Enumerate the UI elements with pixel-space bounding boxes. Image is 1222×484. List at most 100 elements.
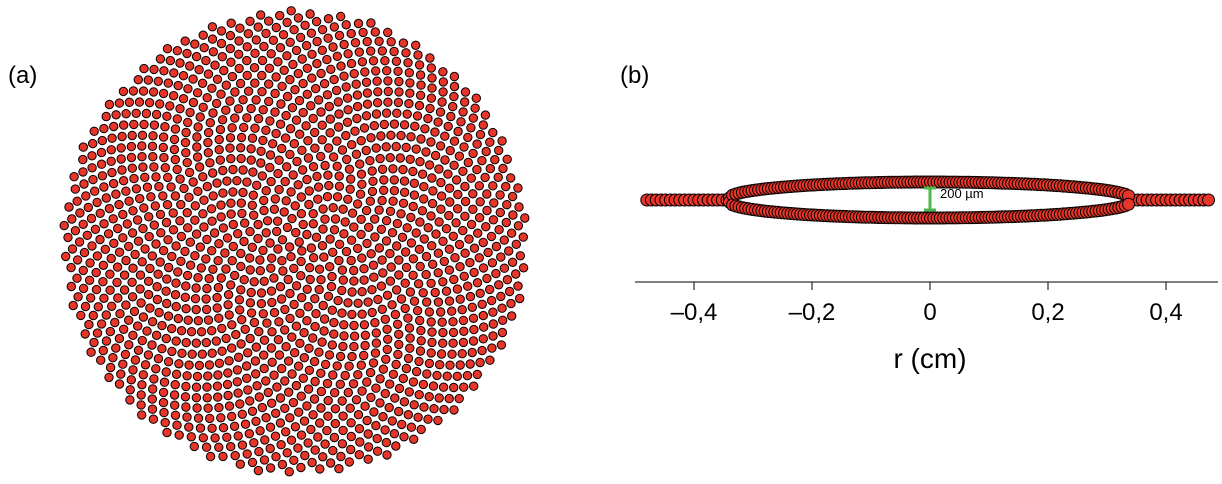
particle-point (365, 156, 375, 166)
particle-point (291, 45, 302, 56)
particle-point (299, 416, 310, 426)
particle-point (460, 181, 470, 192)
particle-point (160, 163, 171, 173)
particle-point (250, 356, 261, 366)
particle-point (171, 336, 181, 346)
particle-point (488, 331, 498, 341)
particle-point (332, 136, 342, 146)
particle-point (374, 243, 385, 253)
particle-point (265, 443, 275, 454)
particle-point (261, 125, 271, 136)
particle-point (267, 357, 277, 367)
particle-point (339, 331, 349, 341)
particle-point (447, 349, 457, 359)
particle-point (325, 234, 335, 244)
particle-point (360, 401, 370, 411)
particle-point (136, 400, 146, 410)
particle-point (216, 26, 227, 36)
particle-point (511, 269, 521, 279)
particle-point (387, 300, 397, 310)
particle-point (443, 121, 453, 132)
particle-point (377, 304, 387, 314)
particle-point (128, 206, 138, 216)
particle-point (345, 184, 355, 194)
particle-point (190, 215, 200, 225)
particle-point (362, 88, 373, 98)
particle-point (308, 113, 318, 124)
particle-point (236, 248, 246, 259)
particle-point (207, 326, 217, 336)
particle-point (271, 452, 281, 462)
particle-point (322, 90, 333, 100)
particle-point (258, 135, 268, 146)
particle-point (466, 173, 476, 183)
particle-point (349, 341, 359, 352)
particle-point (513, 221, 524, 231)
particle-point (171, 301, 181, 312)
particle-point (114, 379, 125, 389)
particle-point (298, 78, 308, 89)
particle-point (279, 65, 289, 76)
particle-point (400, 303, 410, 314)
particle-point (379, 175, 389, 185)
particle-point (111, 110, 121, 120)
particle-point (394, 329, 404, 339)
particle-point (191, 338, 202, 348)
particle-point (323, 14, 334, 24)
particle-point (201, 254, 211, 264)
particle-point (143, 75, 154, 85)
particle-point (315, 464, 325, 474)
particle-point (349, 222, 359, 232)
particle-point (295, 32, 306, 43)
particle-point (214, 239, 224, 249)
particle-point (118, 209, 128, 220)
particle-point (434, 164, 444, 174)
particle-point (213, 392, 223, 402)
particle-point (335, 379, 345, 389)
particle-point (238, 95, 248, 105)
particle-point (506, 298, 516, 309)
particle-point (411, 144, 421, 154)
particle-point (242, 449, 252, 459)
particle-point (327, 340, 337, 350)
particle-point (191, 382, 202, 392)
particle-point (367, 186, 378, 197)
particle-point (444, 183, 455, 193)
particle-point (235, 399, 245, 409)
particle-point (282, 51, 292, 61)
particle-point (346, 174, 356, 184)
particle-point (126, 141, 137, 152)
particle-point (170, 290, 181, 300)
particle-point (380, 388, 390, 399)
particle-point (212, 303, 222, 313)
particle-point (287, 369, 297, 379)
particle-point (460, 87, 471, 97)
particle-point (346, 444, 356, 455)
particle-point (224, 401, 235, 411)
particle-point (356, 214, 366, 225)
particle-point (133, 321, 143, 331)
particle-point (428, 186, 438, 196)
particle-point (176, 256, 186, 266)
particle-point (182, 48, 192, 59)
particle-point (104, 99, 115, 110)
particle-point (88, 310, 98, 321)
particle-point (375, 398, 385, 408)
particle-point (291, 321, 302, 331)
particle-point (114, 333, 125, 344)
particle-point (190, 294, 201, 304)
particle-point (289, 299, 299, 310)
particle-point (354, 450, 364, 460)
particle-point (211, 336, 222, 346)
particle-point (249, 277, 259, 287)
particle-point (322, 425, 332, 436)
particle-point (206, 204, 217, 214)
particle-point (252, 381, 262, 391)
particle-point (257, 55, 268, 66)
particle-point (261, 413, 271, 423)
particle-point (332, 51, 342, 61)
particle-point (183, 117, 193, 128)
particle-point (285, 413, 295, 423)
particle-point (381, 108, 392, 118)
particle-point (106, 253, 116, 264)
